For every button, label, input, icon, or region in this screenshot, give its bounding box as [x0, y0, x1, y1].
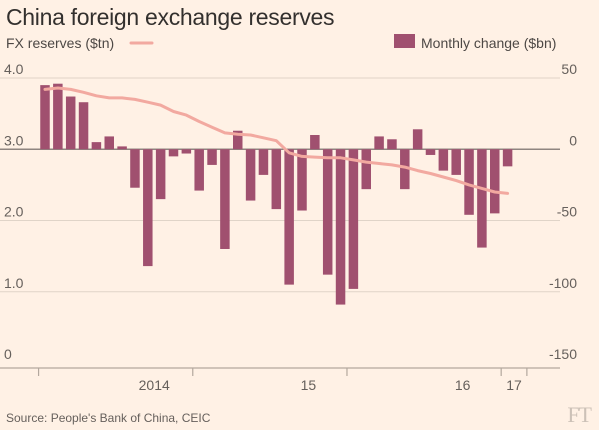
- right-tick-label: -50: [557, 204, 577, 220]
- left-axis: 4.0 3.0 2.0 1.0 0: [4, 61, 24, 362]
- bar: [490, 149, 500, 214]
- bar: [65, 96, 76, 150]
- bar: [425, 149, 436, 155]
- reserves-line: [43, 86, 510, 195]
- x-tick-label: 15: [301, 377, 317, 393]
- bar: [258, 149, 269, 175]
- bar: [361, 149, 371, 190]
- legend: FX reserves ($tn) Monthly change ($bn): [6, 34, 556, 51]
- legend-bar-swatch: [394, 34, 415, 48]
- bar: [438, 149, 449, 171]
- right-axis: 50 0 -50 -100 -150: [549, 61, 577, 362]
- left-tick-label: 4.0: [4, 61, 24, 77]
- right-tick-label: 50: [561, 61, 577, 77]
- bar: [220, 149, 230, 249]
- right-tick-label: 0: [569, 132, 577, 148]
- bar: [117, 146, 127, 150]
- right-tick-label: -150: [549, 346, 577, 362]
- bar: [400, 149, 410, 190]
- bar: [412, 129, 423, 150]
- bar: [284, 149, 294, 285]
- bar: [194, 149, 204, 191]
- left-tick-label: 2.0: [4, 204, 24, 220]
- source-note: Source: People's Bank of China, CEIC: [6, 411, 211, 425]
- x-axis: 2014 15 16 17: [37, 368, 528, 393]
- bar: [40, 85, 50, 150]
- bar: [387, 139, 397, 150]
- bar: [168, 149, 179, 157]
- bar: [130, 149, 140, 188]
- bar: [155, 149, 166, 200]
- bar: [245, 149, 256, 201]
- bar: [464, 149, 474, 215]
- bar: [53, 83, 63, 150]
- left-tick-label: 3.0: [4, 132, 24, 148]
- ft-logo: FT: [567, 402, 592, 427]
- bar: [78, 102, 89, 150]
- bar: [297, 149, 307, 211]
- bar: [348, 149, 359, 289]
- bar: [310, 135, 320, 150]
- x-tick-label: 16: [455, 377, 471, 393]
- bars: [40, 83, 513, 305]
- legend-line-label: FX reserves ($tn): [6, 35, 114, 51]
- bar: [91, 142, 102, 150]
- x-tick-label: 17: [506, 377, 522, 393]
- bar: [477, 149, 487, 248]
- x-tick-label: 2014: [139, 377, 170, 393]
- right-tick-label: -100: [549, 275, 577, 291]
- bar: [271, 149, 282, 210]
- bar: [233, 130, 243, 150]
- bar: [143, 149, 153, 267]
- chart-title: China foreign exchange reserves: [6, 4, 335, 30]
- bar: [181, 149, 192, 154]
- bar: [322, 149, 333, 275]
- left-tick-label: 0: [4, 346, 12, 362]
- legend-bar-label: Monthly change ($bn): [421, 35, 556, 51]
- bar: [374, 136, 384, 150]
- bar: [502, 149, 513, 167]
- bar: [207, 149, 217, 165]
- bar: [104, 136, 114, 150]
- bar: [335, 149, 346, 305]
- bar: [451, 149, 461, 175]
- left-tick-label: 1.0: [4, 275, 24, 291]
